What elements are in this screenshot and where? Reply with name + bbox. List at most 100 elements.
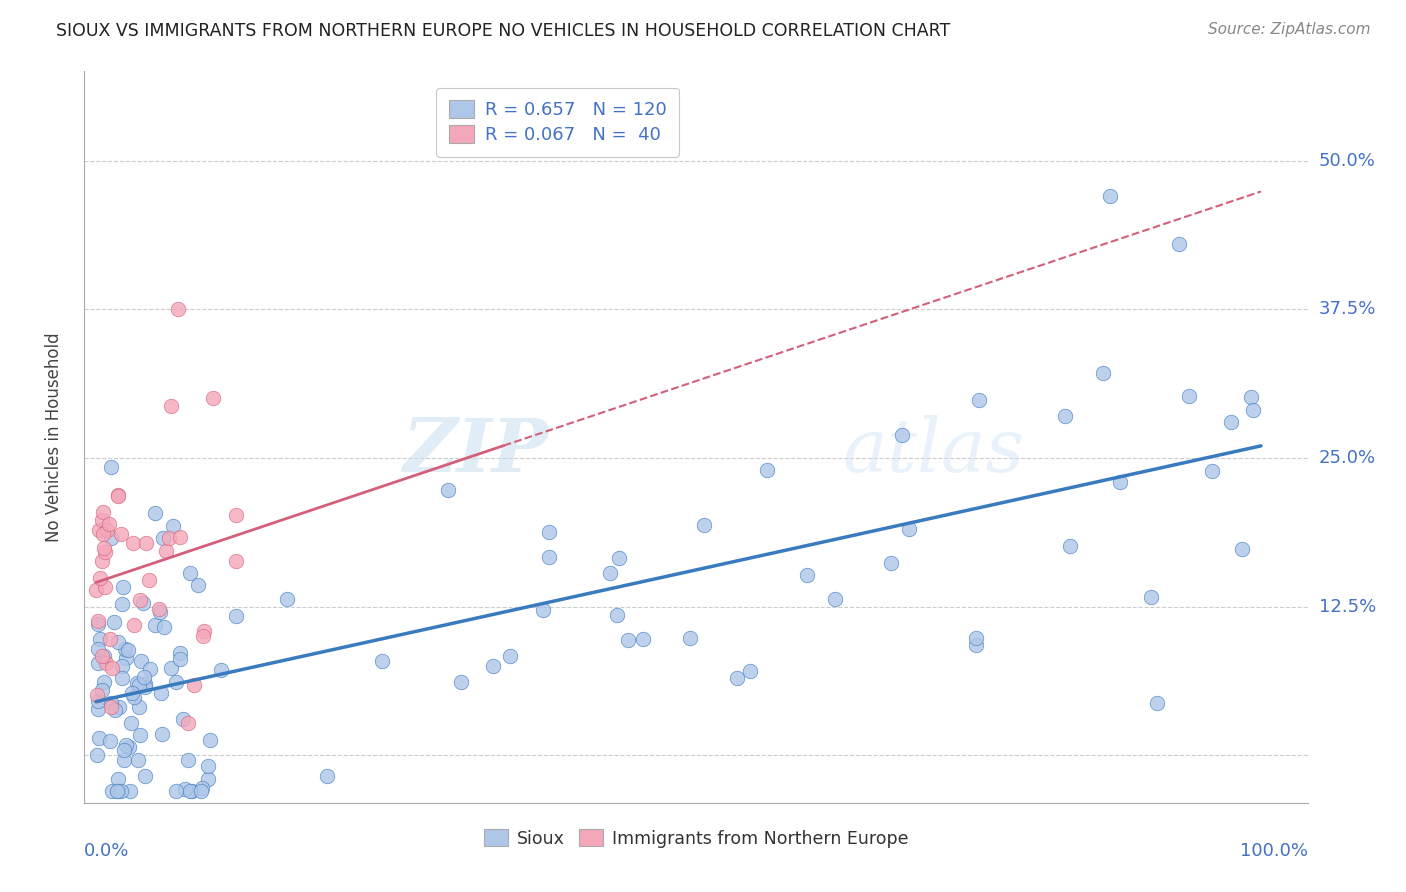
Point xyxy=(134,677,156,691)
Point xyxy=(100,460,122,475)
Point xyxy=(110,784,132,798)
Point xyxy=(897,522,920,536)
Point xyxy=(104,703,127,717)
Point xyxy=(200,733,222,747)
Point xyxy=(162,519,184,533)
Point xyxy=(134,670,156,684)
Point xyxy=(127,753,149,767)
Point xyxy=(143,617,166,632)
Point xyxy=(98,632,121,646)
Point xyxy=(879,556,901,570)
Point xyxy=(450,675,472,690)
Text: ZIP: ZIP xyxy=(404,416,550,488)
Point xyxy=(1146,696,1168,710)
Point xyxy=(1054,409,1077,423)
Text: 25.0%: 25.0% xyxy=(1319,449,1376,467)
Point xyxy=(87,614,110,628)
Point xyxy=(172,712,194,726)
Point xyxy=(138,662,160,676)
Point xyxy=(138,574,160,588)
Point xyxy=(499,649,522,664)
Point xyxy=(157,531,180,545)
Point xyxy=(538,524,561,539)
Point xyxy=(1178,389,1201,403)
Legend: Sioux, Immigrants from Northern Europe: Sioux, Immigrants from Northern Europe xyxy=(475,821,917,856)
Point xyxy=(179,566,201,581)
Point xyxy=(165,784,187,798)
Point xyxy=(824,591,846,606)
Point xyxy=(276,591,298,606)
Point xyxy=(98,734,121,748)
Point xyxy=(91,505,114,519)
Point xyxy=(531,602,554,616)
Point xyxy=(177,715,200,730)
Point xyxy=(97,517,120,532)
Point xyxy=(607,551,630,566)
Point xyxy=(135,535,157,549)
Text: SIOUX VS IMMIGRANTS FROM NORTHERN EUROPE NO VEHICLES IN HOUSEHOLD CORRELATION CH: SIOUX VS IMMIGRANTS FROM NORTHERN EUROPE… xyxy=(56,22,950,40)
Point xyxy=(107,488,129,502)
Point xyxy=(125,676,148,690)
Point xyxy=(87,641,110,656)
Point xyxy=(121,686,143,700)
Point xyxy=(1109,475,1132,489)
Point xyxy=(91,648,114,663)
Point xyxy=(606,607,628,622)
Point xyxy=(190,781,212,796)
Point xyxy=(152,620,174,634)
Point xyxy=(107,489,129,503)
Point xyxy=(134,769,156,783)
Point xyxy=(93,675,115,690)
Point xyxy=(965,631,987,645)
Point xyxy=(155,544,177,558)
Point xyxy=(145,506,167,520)
Point xyxy=(118,784,141,798)
Point xyxy=(96,523,118,537)
Point xyxy=(197,772,219,787)
Point xyxy=(122,618,145,632)
Point xyxy=(122,536,145,550)
Point xyxy=(180,784,202,798)
Point xyxy=(160,661,183,675)
Point xyxy=(111,580,134,594)
Point xyxy=(1232,541,1254,556)
Point xyxy=(225,508,247,522)
Point xyxy=(118,739,141,754)
Point xyxy=(1168,236,1191,251)
Point xyxy=(183,677,205,691)
Text: 12.5%: 12.5% xyxy=(1319,598,1376,615)
Point xyxy=(150,686,173,700)
Point xyxy=(1240,390,1263,404)
Point xyxy=(89,571,111,585)
Point xyxy=(129,728,152,742)
Point xyxy=(796,568,818,582)
Point xyxy=(725,671,748,685)
Point xyxy=(101,661,124,675)
Point xyxy=(1140,590,1163,604)
Point xyxy=(103,615,125,629)
Point xyxy=(755,463,778,477)
Point xyxy=(94,545,117,559)
Point xyxy=(197,759,219,773)
Point xyxy=(94,656,117,670)
Point xyxy=(105,784,128,798)
Point xyxy=(148,602,170,616)
Point xyxy=(86,747,108,762)
Point xyxy=(193,624,215,638)
Point xyxy=(107,784,129,798)
Point xyxy=(122,690,145,704)
Point xyxy=(209,663,232,677)
Point xyxy=(100,784,122,798)
Point xyxy=(84,582,107,597)
Text: atlas: atlas xyxy=(842,416,1025,488)
Point xyxy=(169,530,191,544)
Point xyxy=(87,616,110,631)
Y-axis label: No Vehicles in Household: No Vehicles in Household xyxy=(45,332,63,542)
Point xyxy=(112,753,135,767)
Point xyxy=(114,641,136,656)
Point xyxy=(112,742,135,756)
Point xyxy=(225,554,247,568)
Text: 50.0%: 50.0% xyxy=(1319,152,1375,169)
Point xyxy=(1059,539,1081,553)
Point xyxy=(692,518,714,533)
